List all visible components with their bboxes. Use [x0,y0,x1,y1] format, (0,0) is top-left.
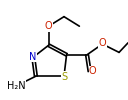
Text: S: S [62,72,68,82]
Text: O: O [89,66,97,76]
Text: O: O [45,21,52,31]
Text: N: N [29,52,36,62]
Text: O: O [99,38,106,48]
Text: H₂N: H₂N [7,81,26,91]
